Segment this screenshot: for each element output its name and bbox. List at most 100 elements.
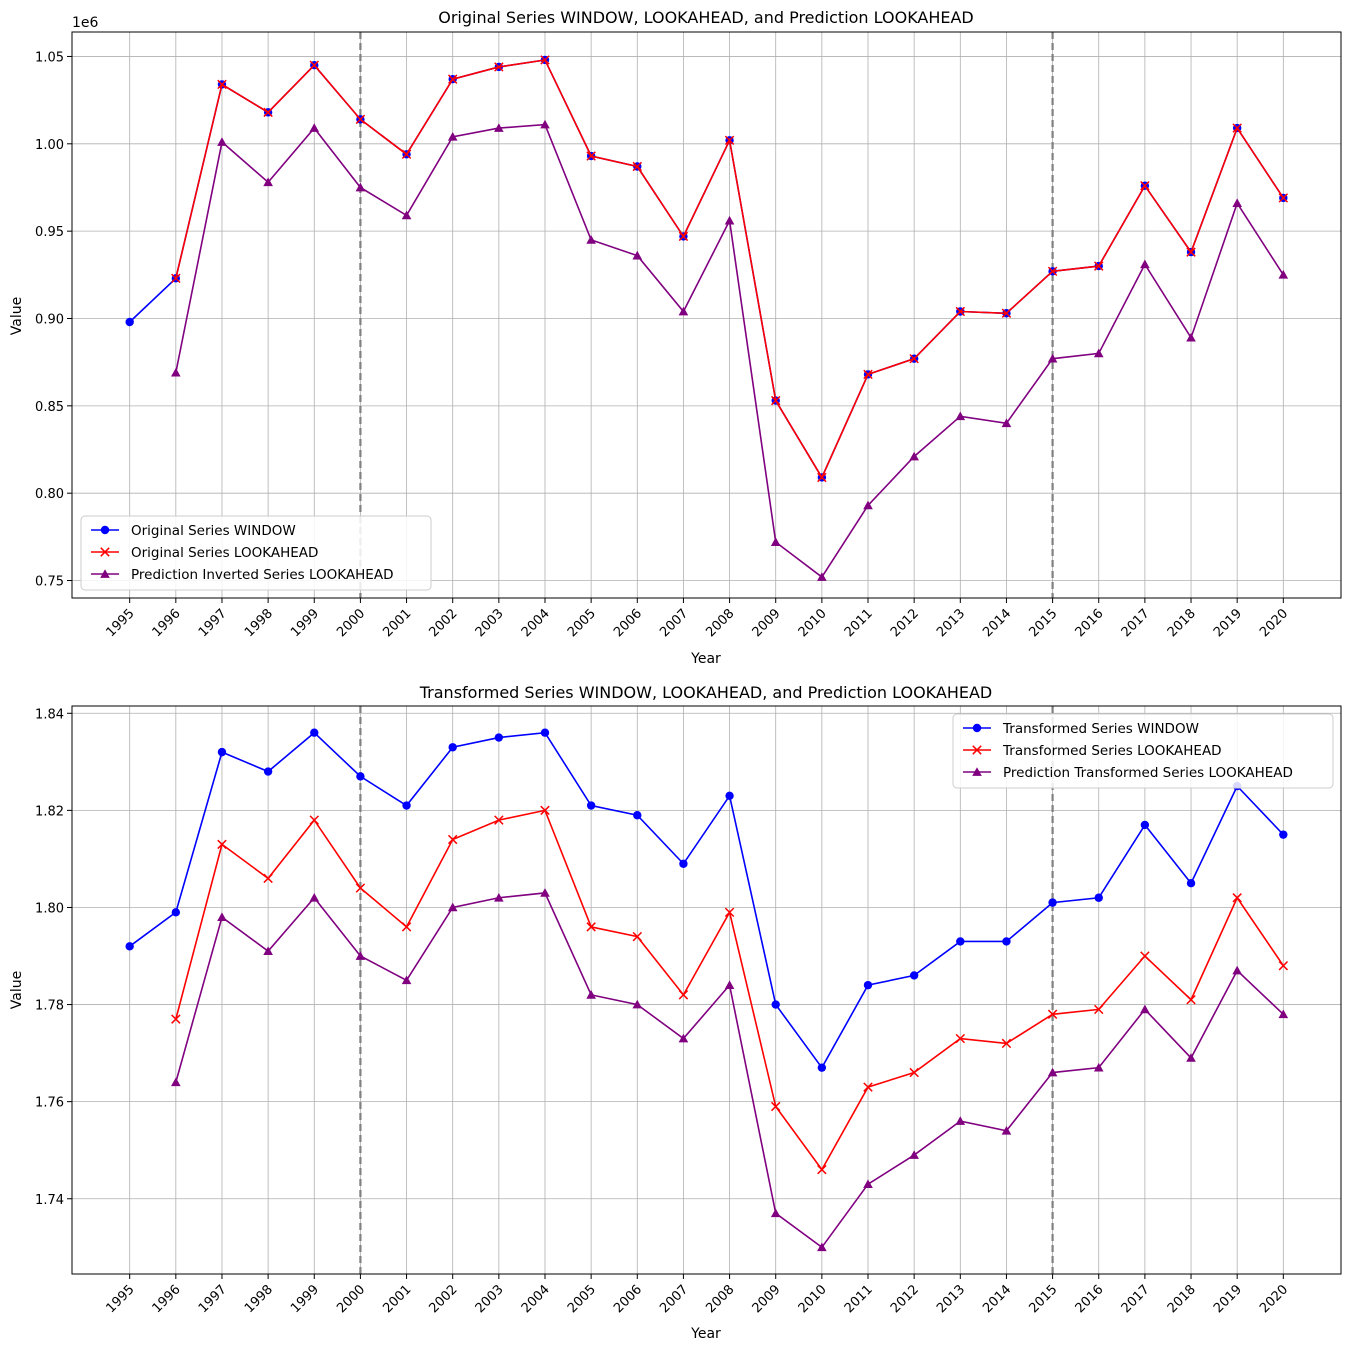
bottom-chart-point-transformed-series-window [1094, 893, 1103, 902]
bottom-chart-point-transformed-series-lookahead [494, 815, 504, 825]
bottom-chart-point-transformed-series-window [909, 971, 919, 980]
top-chart-y-tick-label: 1.00 [35, 138, 64, 153]
top-chart-point-prediction-inverted-series-lookahead [401, 210, 412, 220]
bottom-chart-point-prediction-transformed-series-lookahead [309, 892, 320, 902]
bottom-chart-legend-label: Transformed Series WINDOW [1002, 721, 1199, 737]
bottom-chart-legend-label: Prediction Transformed Series LOOKAHEAD [1003, 765, 1293, 781]
bottom-chart-point-prediction-transformed-series-lookahead [909, 1150, 919, 1159]
top-chart-legend: Original Series WINDOW Original Series LO… [80, 515, 432, 591]
top-chart-point-original-series-lookahead [1047, 266, 1058, 277]
bottom-chart-point-prediction-transformed-series-lookahead [1093, 1062, 1104, 1072]
top-chart-point-prediction-inverted-series-lookahead [1047, 353, 1058, 363]
top-chart-y-tick-label: 0.95 [35, 225, 64, 240]
bottom-chart-point-transformed-series-lookahead [955, 1033, 966, 1044]
bottom-chart-point-transformed-series-window [863, 980, 873, 990]
top-chart-point-original-series-lookahead [1186, 247, 1196, 257]
bottom-chart-y-tick-label: 1.80 [35, 901, 64, 916]
bottom-chart-point-transformed-series-lookahead [863, 1082, 873, 1092]
bottom-chart-point-transformed-series-lookahead [1094, 1004, 1104, 1015]
bottom-chart-point-prediction-transformed-series-lookahead [724, 980, 735, 989]
bottom-chart-legend: Transformed Series WINDOW Transformed Ser… [952, 713, 1334, 789]
top-chart-point-original-series-lookahead [817, 472, 827, 483]
bottom-chart-point-transformed-series-lookahead [724, 907, 735, 918]
top-chart-point-original-series-lookahead [263, 107, 273, 118]
bottom-chart-point-transformed-series-lookahead [586, 922, 596, 932]
top-chart-point-prediction-inverted-series-lookahead [678, 306, 689, 316]
top-chart-point-prediction-inverted-series-lookahead [770, 537, 781, 546]
top-chart-y-tick-label: 0.75 [35, 575, 64, 590]
top-chart-legend-label: Prediction Inverted Series LOOKAHEAD [131, 567, 393, 583]
top-chart-legend-marker [100, 569, 110, 578]
bottom-chart-plot-frame [71, 705, 1342, 1275]
bottom-chart-point-prediction-transformed-series-lookahead [447, 902, 458, 912]
bottom-chart-point-transformed-series-lookahead [632, 931, 643, 942]
top-chart-legend-marker [100, 525, 110, 535]
top-chart-point-original-series-lookahead [171, 273, 181, 284]
top-chart-point-prediction-inverted-series-lookahead [1001, 418, 1012, 428]
top-chart-point-prediction-inverted-series-lookahead [909, 451, 919, 461]
top-chart-point-original-series-lookahead [309, 60, 319, 70]
top-chart-point-prediction-inverted-series-lookahead [1093, 348, 1104, 358]
bottom-chart-point-transformed-series-window [217, 747, 227, 757]
bottom-chart-point-prediction-transformed-series-lookahead [817, 1242, 827, 1252]
top-chart-point-original-series-lookahead [955, 306, 966, 317]
bottom-chart-point-prediction-transformed-series-lookahead [1140, 1004, 1150, 1014]
bottom-chart-legend-label: Transformed Series LOOKAHEAD [1002, 743, 1222, 759]
bottom-chart-point-prediction-transformed-series-lookahead [678, 1033, 689, 1043]
top-chart-point-prediction-inverted-series-lookahead [586, 235, 596, 244]
bottom-chart-point-transformed-series-window [540, 728, 550, 737]
bottom-chart-y-tick-label: 1.78 [35, 999, 64, 1014]
top-chart-point-original-series-lookahead [447, 74, 458, 84]
top-chart-title: Original Series WINDOW, LOOKAHEAD, and P… [438, 8, 974, 27]
top-chart-point-original-series-lookahead [1140, 180, 1150, 191]
bottom-chart-point-transformed-series-window [586, 801, 596, 810]
top-chart-point-prediction-inverted-series-lookahead [1186, 332, 1196, 342]
bottom-chart-xlabel: Year [690, 1326, 721, 1342]
bottom-chart-point-prediction-transformed-series-lookahead [863, 1179, 873, 1189]
bottom-chart-point-transformed-series-window [402, 801, 411, 810]
bottom-chart-point-prediction-transformed-series-lookahead [955, 1116, 966, 1125]
bottom-chart-point-transformed-series-lookahead [1278, 960, 1289, 971]
top-chart-y-tick-label: 0.85 [35, 400, 64, 415]
bottom-chart-point-prediction-transformed-series-lookahead [586, 990, 596, 999]
top-chart-legend-label: Original Series WINDOW [131, 523, 296, 539]
top-chart-y-tick-label: 0.90 [35, 312, 64, 327]
top-chart-point-original-series-lookahead [540, 55, 550, 65]
bottom-chart-point-prediction-transformed-series-lookahead [632, 999, 643, 1009]
bottom-chart-point-prediction-transformed-series-lookahead [1047, 1067, 1058, 1077]
bottom-chart-point-transformed-series-lookahead [1186, 994, 1196, 1005]
bottom-chart-point-transformed-series-window [263, 767, 273, 776]
bottom-chart-legend-box [952, 713, 1334, 789]
bottom-chart-point-prediction-transformed-series-lookahead [171, 1077, 181, 1087]
bottom-chart-point-transformed-series-window [1186, 878, 1196, 888]
bottom-chart-y-tick-label: 1.84 [35, 707, 64, 722]
top-chart-point-original-series-lookahead [401, 149, 412, 160]
top-chart-point-prediction-inverted-series-lookahead [724, 215, 735, 225]
top-chart-point-original-series-lookahead [1094, 261, 1104, 271]
bottom-chart-point-transformed-series-lookahead [678, 990, 689, 1000]
bottom-chart-point-transformed-series-window [171, 908, 181, 917]
bottom-chart-title: Transformed Series WINDOW, LOOKAHEAD, an… [419, 683, 993, 702]
bottom-chart-point-transformed-series-lookahead [817, 1164, 827, 1175]
bottom-chart-y-tick-label: 1.82 [35, 804, 64, 819]
top-chart-point-original-series-lookahead [586, 151, 596, 161]
top-chart-point-original-series-lookahead [863, 369, 873, 380]
bottom-chart-point-transformed-series-lookahead [401, 922, 412, 932]
top-chart-point-original-series-lookahead [770, 395, 781, 406]
bottom-chart-point-transformed-series-window [633, 811, 642, 820]
top-chart-point-prediction-inverted-series-lookahead [1140, 259, 1150, 269]
top-chart-point-prediction-inverted-series-lookahead [540, 119, 550, 129]
bottom-chart-legend-marker [972, 723, 982, 733]
bottom-chart-point-prediction-transformed-series-lookahead [401, 975, 412, 985]
top-chart-plot-frame [71, 31, 1342, 599]
bottom-chart-point-prediction-transformed-series-lookahead [355, 951, 366, 960]
bottom-chart-point-prediction-transformed-series-lookahead [1232, 965, 1242, 975]
bottom-chart-point-transformed-series-window [1048, 898, 1057, 907]
top-chart-xlabel: Year [690, 651, 721, 667]
bottom-chart-y-tick-label: 1.76 [35, 1096, 64, 1111]
top-chart-point-original-series-lookahead [678, 231, 689, 242]
top-chart-point-original-series-lookahead [1232, 123, 1242, 133]
bottom-chart-point-transformed-series-lookahead [217, 839, 227, 850]
bottom-chart-point-transformed-series-lookahead [263, 873, 273, 884]
